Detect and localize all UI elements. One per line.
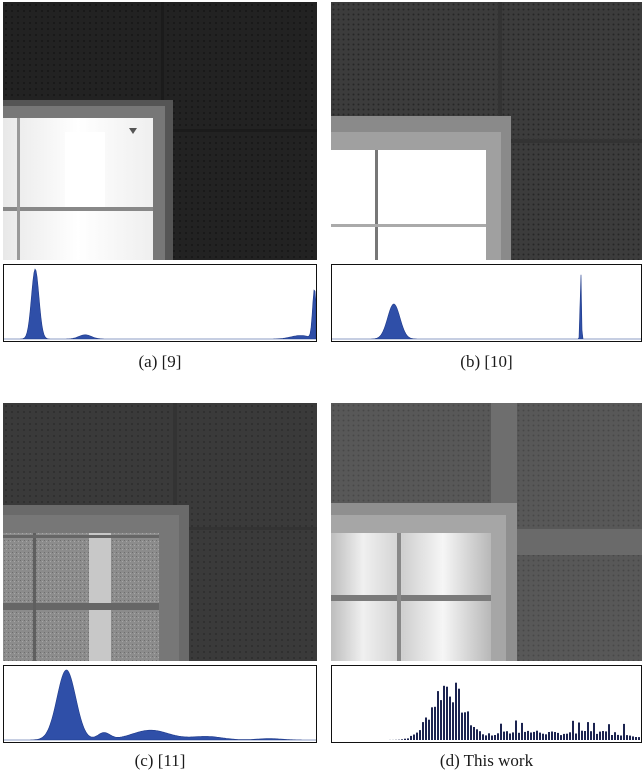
histogram-bar [614, 732, 616, 740]
histogram-bar [590, 731, 592, 740]
histogram-bar [407, 738, 409, 740]
histogram-bar [455, 682, 457, 740]
panel-a-image [3, 2, 317, 260]
histogram-bar [599, 731, 601, 740]
histogram-bar [491, 735, 493, 740]
histogram-bar [485, 735, 487, 740]
panel-c-image [3, 403, 317, 661]
histogram-bar [608, 724, 610, 740]
histogram-bar [482, 734, 484, 740]
histogram-bar [401, 739, 403, 740]
histogram-bar [560, 735, 562, 740]
histogram-bar [542, 733, 544, 740]
histogram-bar [500, 723, 502, 740]
panel-b-caption: (b) [10] [460, 352, 513, 371]
histogram-bar [566, 733, 568, 740]
histogram-bar [470, 725, 472, 740]
panel-c-caption: (c) [11] [134, 751, 186, 770]
histogram-bar [611, 735, 613, 740]
panel-b-image [331, 2, 642, 260]
histogram-bar [461, 712, 463, 740]
histogram-bar [533, 731, 535, 740]
histogram-bar [410, 735, 412, 740]
histogram-bar [440, 700, 442, 740]
histogram-bar [476, 729, 478, 740]
histogram-bar [626, 735, 628, 740]
histogram-bar [449, 696, 451, 740]
histogram-bar [545, 734, 547, 740]
histogram-bar [563, 733, 565, 740]
histogram-bar [602, 731, 604, 740]
panel-d-image [331, 403, 642, 661]
histogram-bar [521, 722, 523, 740]
histogram-bar [452, 702, 454, 740]
histogram-bar [419, 730, 421, 740]
histogram-bar [458, 688, 460, 740]
histogram-area [4, 669, 316, 741]
histogram-bar [437, 691, 439, 740]
histogram-bar [575, 733, 577, 740]
histogram-bar [464, 712, 466, 740]
histogram-area [4, 268, 316, 340]
histogram-bar [524, 731, 526, 740]
histogram-bar [581, 730, 583, 740]
panel-d-caption: (d) This work [439, 751, 534, 770]
histogram-bar [638, 737, 640, 740]
panel-b-histogram [331, 264, 642, 342]
histogram-bar [635, 737, 637, 740]
histogram-bar [572, 720, 574, 740]
histogram-bar [578, 722, 580, 740]
histogram-bar [605, 731, 607, 740]
histogram-bar [539, 732, 541, 740]
histogram-bar [494, 735, 496, 740]
histogram-bar [632, 736, 634, 740]
histogram-bar [551, 731, 553, 740]
histogram-bar [620, 735, 622, 740]
panel-a-histogram [3, 264, 317, 342]
histogram-bar [488, 733, 490, 740]
histogram-bar [428, 719, 430, 740]
panel-a-caption: (a) [9] [138, 352, 182, 371]
histogram-bar [404, 738, 406, 740]
histogram-bar [527, 730, 529, 740]
histogram-bar [623, 723, 625, 740]
histogram-bar [425, 717, 427, 740]
histogram-bar [569, 732, 571, 740]
histogram-bar [536, 730, 538, 740]
histogram-bar [479, 731, 481, 740]
histogram-bar [593, 722, 595, 740]
histogram-bar [629, 735, 631, 740]
histogram-bar [473, 727, 475, 740]
panel-d-histogram [331, 665, 642, 743]
histogram-bar [431, 707, 433, 740]
histogram-bar [413, 734, 415, 740]
histogram-bar [503, 731, 505, 740]
histogram-bar [422, 722, 424, 740]
histogram-bar [416, 732, 418, 740]
histogram-bar [530, 732, 532, 740]
histogram-bar [587, 722, 589, 740]
histogram-bar [554, 732, 556, 740]
histogram-bar [497, 733, 499, 740]
histogram-bar [446, 686, 448, 740]
histogram-bar [467, 711, 469, 740]
histogram-bar [443, 685, 445, 740]
panel-c-histogram [3, 665, 317, 743]
histogram-bar [584, 731, 586, 740]
histogram-bar [548, 732, 550, 740]
histogram-area [332, 274, 641, 340]
histogram-bar [506, 731, 508, 740]
histogram-bar [518, 732, 520, 740]
histogram-bar [617, 734, 619, 740]
histogram-bar [515, 720, 517, 740]
histogram-bar [434, 706, 436, 740]
histogram-bar [512, 732, 514, 740]
histogram-bar [596, 733, 598, 740]
histogram-bar [557, 732, 559, 740]
histogram-bar [509, 733, 511, 740]
